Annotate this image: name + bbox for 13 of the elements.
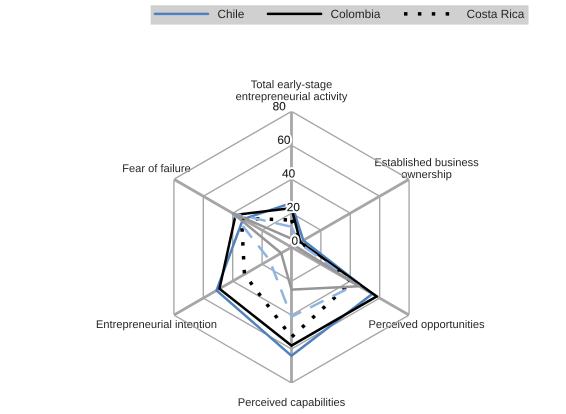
y-tick-label: 0 <box>292 236 298 245</box>
y-tick-label: 40 <box>282 169 295 178</box>
legend-label: Costa Rica <box>467 9 524 18</box>
legend-label: Chile <box>218 9 244 18</box>
spoke-label: Fear of failure <box>123 164 190 172</box>
spoke-label: Perceived capabilities <box>238 398 345 408</box>
spoke-label: Entrepreneurial intention <box>96 320 216 330</box>
spoke-label: Established business ownership <box>375 158 478 180</box>
y-tick-label: 80 <box>273 102 286 110</box>
legend-label: Colombia <box>331 9 380 18</box>
y-tick-label: 60 <box>278 136 290 144</box>
spoke-label: Total early-stage entrepreneurial activity <box>236 80 348 102</box>
spoke-label: Perceived opportunities <box>369 320 484 330</box>
